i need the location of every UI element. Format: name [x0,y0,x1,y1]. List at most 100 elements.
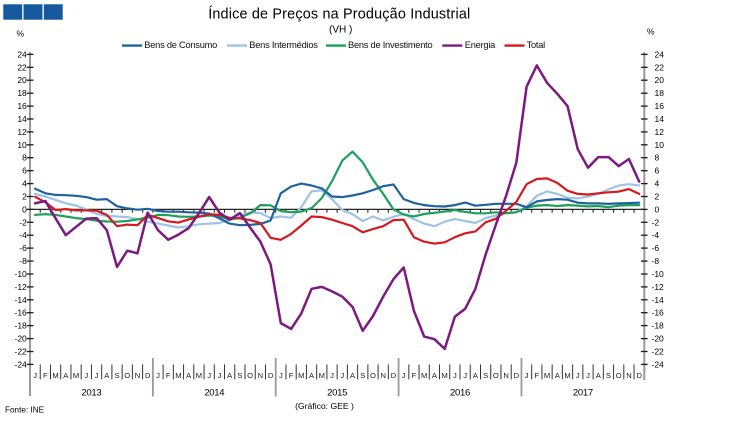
svg-text:-2: -2 [652,217,660,227]
svg-text:-8: -8 [19,256,27,266]
svg-text:-14: -14 [652,295,665,305]
svg-text:S: S [483,371,488,380]
svg-text:O: O [616,371,622,380]
svg-text:O: O [370,371,376,380]
svg-text:-4: -4 [652,230,660,240]
svg-text:A: A [596,371,602,380]
svg-text:0: 0 [22,204,27,214]
svg-text:4: 4 [655,179,660,189]
svg-text:J: J [218,371,222,380]
svg-text:Fonte: INE: Fonte: INE [5,405,45,414]
svg-text:A: A [350,371,356,380]
svg-text:8: 8 [22,153,27,163]
svg-text:2017: 2017 [573,388,593,399]
svg-text:10: 10 [17,140,27,150]
svg-text:-20: -20 [15,334,28,344]
svg-text:M: M [441,371,447,380]
svg-text:M: M [196,371,202,380]
svg-text:J: J [95,371,99,380]
svg-text:-18: -18 [652,321,665,331]
svg-text:Energia: Energia [465,40,496,50]
svg-text:J: J [207,371,211,380]
svg-text:A: A [186,371,192,380]
svg-text:-18: -18 [15,321,28,331]
svg-text:24: 24 [655,49,665,59]
svg-text:2013: 2013 [81,388,101,399]
svg-text:2015: 2015 [327,388,347,399]
svg-text:F: F [43,371,48,380]
svg-text:2016: 2016 [450,388,470,399]
svg-text:8: 8 [655,153,660,163]
svg-text:N: N [503,371,508,380]
svg-text:S: S [114,371,119,380]
svg-text:-2: -2 [19,217,27,227]
svg-text:-20: -20 [652,334,665,344]
svg-text:%: % [647,27,655,37]
svg-text:14: 14 [655,114,665,124]
svg-text:J: J [33,371,37,380]
svg-text:Bens de Investimento: Bens de Investimento [348,40,432,50]
svg-text:(VH ): (VH ) [329,25,352,36]
svg-text:-10: -10 [652,269,665,279]
svg-text:J: J [279,371,283,380]
svg-text:-8: -8 [652,256,660,266]
svg-text:6: 6 [22,166,27,176]
svg-text:J: J [402,371,406,380]
svg-text:Bens Intermédios: Bens Intermédios [249,40,318,50]
svg-text:16: 16 [655,101,665,111]
svg-text:-6: -6 [652,243,660,253]
svg-text:6: 6 [655,166,660,176]
svg-text:J: J [330,371,334,380]
svg-text:N: N [380,371,385,380]
svg-text:N: N [258,371,263,380]
svg-text:-16: -16 [15,308,28,318]
svg-text:O: O [493,371,499,380]
svg-text:Total: Total [527,40,546,50]
svg-text:D: D [514,371,520,380]
svg-text:S: S [360,371,365,380]
svg-text:F: F [534,371,539,380]
svg-text:20: 20 [655,75,665,85]
svg-text:A: A [432,371,438,380]
svg-text:-22: -22 [652,347,665,357]
svg-text:14: 14 [17,114,27,124]
svg-text:J: J [576,371,580,380]
svg-text:A: A [63,371,69,380]
svg-text:J: J [586,371,590,380]
svg-text:M: M [319,371,325,380]
svg-text:4: 4 [22,179,27,189]
svg-text:-6: -6 [19,243,27,253]
svg-text:2014: 2014 [204,388,224,399]
svg-text:J: J [453,371,457,380]
svg-text:Bens de Consumo: Bens de Consumo [144,40,217,50]
svg-text:A: A [309,371,315,380]
svg-text:-12: -12 [15,282,28,292]
svg-text:M: M [564,371,570,380]
svg-text:J: J [156,371,160,380]
svg-text:M: M [52,371,58,380]
svg-text:F: F [412,371,417,380]
svg-text:-10: -10 [15,269,28,279]
svg-text:M: M [175,371,181,380]
svg-text:-22: -22 [15,347,28,357]
svg-text:M: M [544,371,550,380]
svg-text:2: 2 [22,192,27,202]
svg-text:12: 12 [17,127,27,137]
svg-text:D: D [145,371,151,380]
svg-text:0: 0 [655,204,660,214]
svg-text:A: A [104,371,110,380]
svg-text:J: J [525,371,529,380]
svg-text:J: J [340,371,344,380]
svg-text:A: A [473,371,479,380]
svg-text:18: 18 [17,88,27,98]
svg-text:F: F [166,371,171,380]
svg-text:-12: -12 [652,282,665,292]
svg-text:M: M [298,371,304,380]
svg-text:24: 24 [17,49,27,59]
svg-text:M: M [73,371,79,380]
svg-text:A: A [227,371,233,380]
svg-text:10: 10 [655,140,665,150]
svg-text:O: O [247,371,253,380]
svg-text:(Gráfico: GEE ): (Gráfico: GEE ) [295,401,354,411]
svg-text:12: 12 [655,127,665,137]
